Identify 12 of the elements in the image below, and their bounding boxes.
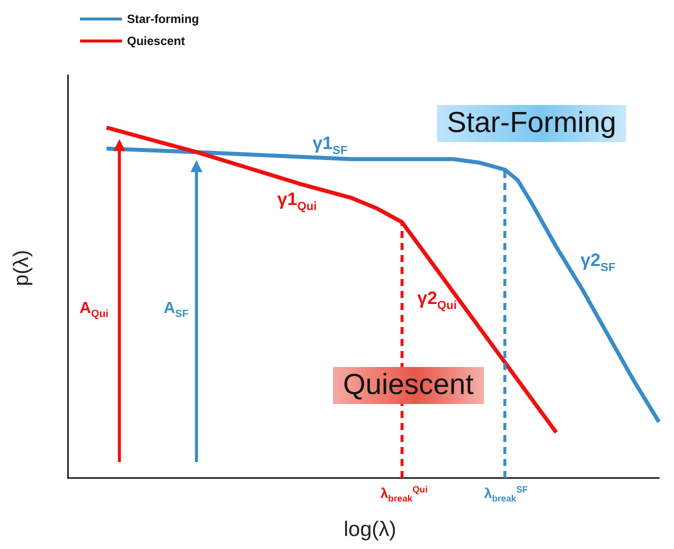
annotation: γ2$_{Qui}$ xyxy=(417,288,457,312)
annotation: A$_{SF}$ xyxy=(164,300,188,320)
annotation: Quiescent xyxy=(333,367,484,404)
legend-label: Star-forming xyxy=(127,12,199,26)
legend-label: Quiescent xyxy=(127,34,186,48)
annotation: Star-Forming xyxy=(437,105,626,142)
x-axis-title: log(λ) xyxy=(344,518,396,542)
annotation: γ1$_{SF}$ xyxy=(312,133,348,157)
y-axis-title: p(λ) xyxy=(10,250,34,286)
annotation: γ1$_{Qui}$ xyxy=(277,189,317,213)
annotation: A$_{Qui}$ xyxy=(80,300,108,320)
annotation: γ2$_{SF}$ xyxy=(580,250,616,274)
